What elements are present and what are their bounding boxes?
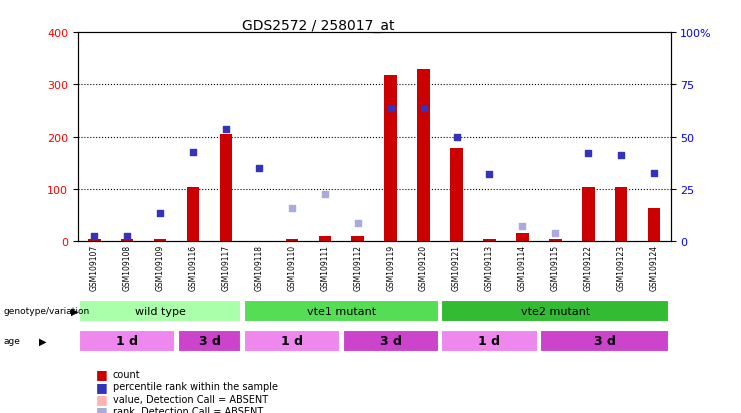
Point — [385, 105, 396, 112]
Bar — [615, 188, 628, 242]
Text: 1 d: 1 d — [281, 335, 303, 348]
Point — [154, 211, 166, 217]
Text: 3 d: 3 d — [199, 335, 221, 348]
Bar — [351, 236, 364, 242]
Point — [220, 126, 232, 133]
Text: ■: ■ — [96, 404, 108, 413]
Point — [516, 223, 528, 229]
Text: wild type: wild type — [135, 306, 185, 316]
Point — [451, 134, 462, 140]
Text: 1 d: 1 d — [116, 335, 139, 348]
Text: age: age — [4, 337, 21, 346]
Point — [286, 205, 298, 212]
Bar — [417, 69, 430, 242]
Text: rank, Detection Call = ABSENT: rank, Detection Call = ABSENT — [113, 406, 263, 413]
Bar — [285, 239, 298, 242]
Bar — [121, 239, 133, 242]
Point — [615, 152, 627, 159]
Text: ■: ■ — [96, 367, 108, 380]
Text: ▶: ▶ — [71, 306, 79, 316]
Bar — [385, 76, 397, 242]
Text: 3 d: 3 d — [379, 335, 402, 348]
Point — [582, 151, 594, 157]
Point — [88, 233, 100, 240]
Bar — [451, 149, 463, 242]
Bar — [442, 330, 537, 352]
Bar — [88, 239, 101, 242]
Bar — [154, 239, 167, 242]
Bar — [540, 330, 669, 352]
Bar — [178, 330, 241, 352]
Text: vte1 mutant: vte1 mutant — [307, 306, 376, 316]
Text: GDS2572 / 258017_at: GDS2572 / 258017_at — [242, 19, 395, 33]
Bar — [582, 188, 594, 242]
Text: ■: ■ — [96, 392, 108, 405]
Text: genotype/variation: genotype/variation — [4, 306, 90, 316]
Text: vte2 mutant: vte2 mutant — [521, 306, 590, 316]
Point — [187, 150, 199, 156]
Point — [484, 171, 496, 178]
Bar — [442, 300, 669, 322]
Point — [648, 171, 660, 177]
Text: percentile rank within the sample: percentile rank within the sample — [113, 381, 278, 391]
Point — [549, 230, 561, 237]
Text: 1 d: 1 d — [479, 335, 500, 348]
Bar — [187, 188, 199, 242]
Text: value, Detection Call = ABSENT: value, Detection Call = ABSENT — [113, 394, 268, 404]
Bar — [244, 300, 439, 322]
Bar — [220, 135, 232, 242]
Point — [352, 220, 364, 227]
Point — [253, 165, 265, 172]
Text: count: count — [113, 369, 140, 379]
Point — [319, 191, 330, 198]
Bar — [549, 239, 562, 242]
Bar — [516, 234, 528, 242]
Bar — [648, 209, 660, 242]
Point — [122, 233, 133, 240]
Text: 3 d: 3 d — [594, 335, 616, 348]
Bar — [483, 239, 496, 242]
Point — [418, 105, 430, 112]
Bar — [79, 330, 176, 352]
Bar — [319, 236, 331, 242]
Text: ▶: ▶ — [39, 336, 46, 346]
Bar — [342, 330, 439, 352]
Text: ■: ■ — [96, 380, 108, 393]
Bar — [244, 330, 340, 352]
Bar — [79, 300, 241, 322]
